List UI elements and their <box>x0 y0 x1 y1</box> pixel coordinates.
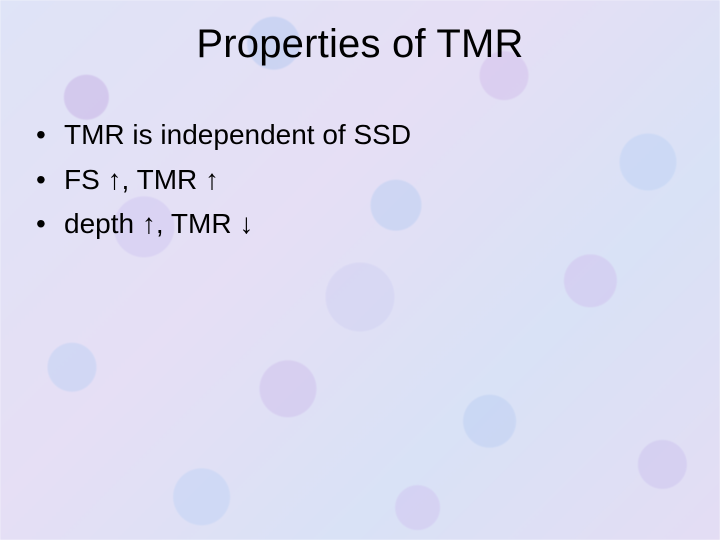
list-item: TMR is independent of SSD <box>36 115 720 156</box>
list-item: depth ↑, TMR ↓ <box>36 204 720 245</box>
bullet-text: depth ↑, TMR ↓ <box>64 208 253 239</box>
bullet-text: TMR is independent of SSD <box>64 119 411 150</box>
list-item: FS ↑, TMR ↑ <box>36 160 720 201</box>
bullet-list: TMR is independent of SSD FS ↑, TMR ↑ de… <box>36 115 720 245</box>
slide: Properties of TMR TMR is independent of … <box>0 0 720 540</box>
bullet-text: FS ↑, TMR ↑ <box>64 164 219 195</box>
slide-title: Properties of TMR <box>0 22 720 67</box>
